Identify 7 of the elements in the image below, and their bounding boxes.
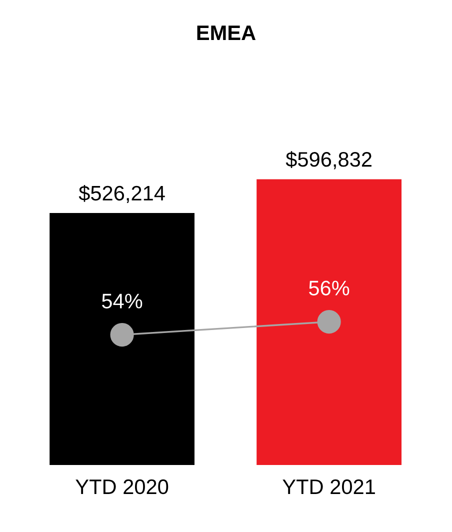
data-label: $526,214 <box>78 184 165 204</box>
data-label: 56% <box>309 280 350 296</box>
data-label: 54% <box>102 294 142 308</box>
x-tick-label: YTD 2020 <box>76 479 168 494</box>
chart-title: EMEA <box>197 26 256 40</box>
data-label: $596,832 <box>286 151 372 170</box>
x-tick-label: YTD 2021 <box>282 479 375 494</box>
